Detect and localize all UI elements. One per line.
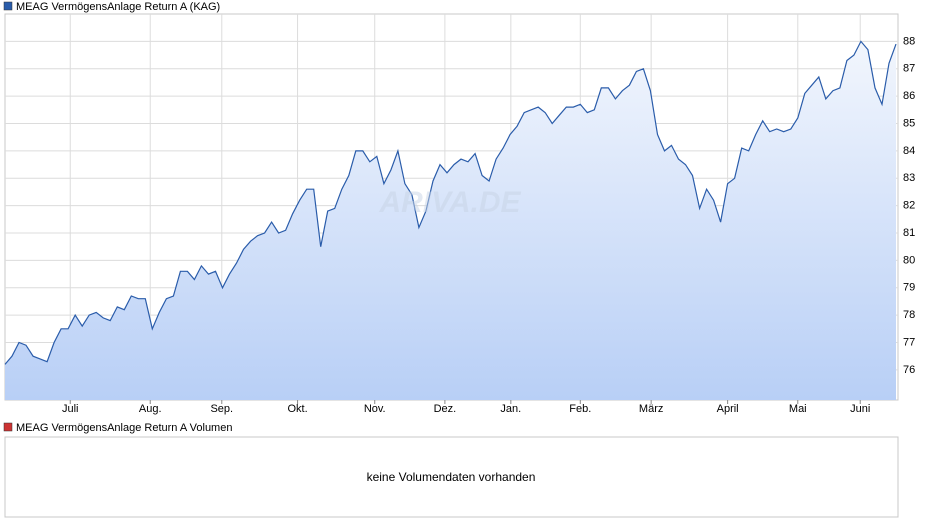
x-tick-label: Feb.	[569, 403, 591, 415]
y-tick-label: 80	[903, 254, 915, 266]
y-tick-label: 87	[903, 63, 915, 75]
y-tick-label: 82	[903, 200, 915, 212]
x-tick-label: Aug.	[139, 403, 162, 415]
y-tick-label: 85	[903, 117, 915, 129]
y-tick-label: 81	[903, 227, 915, 239]
y-tick-label: 76	[903, 364, 915, 376]
legend-swatch	[3, 422, 13, 432]
volume-frame	[4, 436, 899, 518]
price-line	[4, 40, 897, 365]
legend-label: MEAG VermögensAnlage Return A Volumen	[16, 422, 232, 434]
x-tick-label: Juli	[62, 403, 79, 415]
y-tick-label: 84	[903, 145, 915, 157]
x-tick-label: Nov.	[364, 403, 386, 415]
x-tick-label: März	[639, 403, 663, 415]
watermark: ARIVA.DE	[378, 186, 521, 219]
x-tick-label: Okt.	[287, 403, 307, 415]
x-tick-label: April	[717, 403, 739, 415]
area-fill	[5, 41, 896, 401]
x-tick-label: Dez.	[434, 403, 457, 415]
y-tick-label: 86	[903, 90, 915, 102]
x-tick-label: Mai	[789, 403, 807, 415]
x-tick-label: Sep.	[210, 403, 233, 415]
legend-swatch	[3, 1, 13, 11]
y-tick-label: 83	[903, 172, 915, 184]
x-tick-label: Juni	[850, 403, 870, 415]
volume-message: keine Volumendaten vorhanden	[367, 470, 536, 484]
y-tick-label: 77	[903, 336, 915, 348]
legend-label: MEAG VermögensAnlage Return A (KAG)	[16, 1, 220, 13]
y-tick-label: 78	[903, 309, 915, 321]
x-tick-label: Jan.	[500, 403, 521, 415]
y-tick-label: 79	[903, 282, 915, 294]
y-tick-label: 88	[903, 35, 915, 47]
